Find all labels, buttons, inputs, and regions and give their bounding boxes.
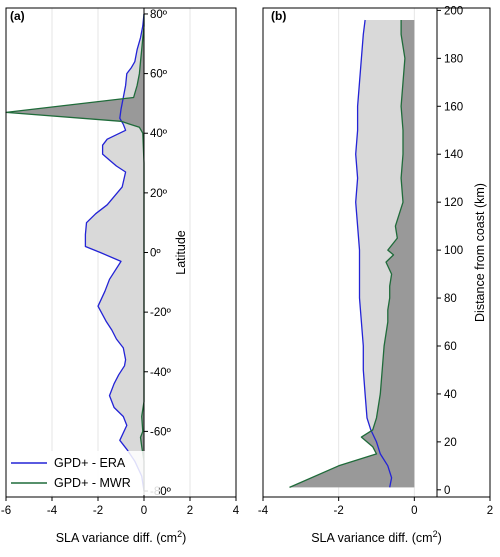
panel-a-x-ticks: -6 -4 -2 0 2 4 bbox=[1, 497, 240, 517]
panel-b-x-axis-label-main: SLA variance diff. (cm bbox=[311, 531, 432, 545]
panel-b-y-axis-label: Distance from coast (km) bbox=[473, 183, 487, 322]
y-tick-label: 40º bbox=[150, 128, 168, 140]
panel-b-frame bbox=[262, 7, 491, 498]
x-tick-label: 2 bbox=[187, 505, 193, 517]
x-tick-label: -2 bbox=[93, 505, 103, 517]
legend-background bbox=[9, 451, 159, 495]
panel-b-fills bbox=[289, 19, 415, 488]
y-tick-label: 80 bbox=[444, 293, 457, 305]
area-fill-gpd-era bbox=[85, 13, 144, 492]
panel-a-x-axis-label-sup: 2 bbox=[177, 529, 182, 539]
x-tick-label: 0 bbox=[141, 505, 147, 517]
x-tick-label: 2 bbox=[487, 505, 493, 517]
y-tick-label: 100 bbox=[444, 245, 463, 257]
area-fill-gpd-mwr bbox=[289, 19, 415, 488]
x-tick-label: -2 bbox=[334, 505, 344, 517]
legend-label-gpd-era: GPD+ - ERA bbox=[54, 456, 126, 470]
x-tick-label: -6 bbox=[1, 505, 11, 517]
panel-a: -6 -4 -2 0 2 4 -80º-60º-40º-20º0º20º40º60º80º… bbox=[1, 7, 240, 545]
panel-a-x-axis-label-main: SLA variance diff. (cm bbox=[56, 531, 177, 545]
panel-b-lines bbox=[289, 19, 406, 488]
y-tick-label: 160 bbox=[444, 101, 463, 113]
y-tick-label: 180 bbox=[444, 53, 463, 65]
y-tick-label: -60º bbox=[150, 426, 172, 438]
panel-b: -4 -2 0 2 0 20 40 60 80 100 120 140 160 180 200 (b) D… bbox=[258, 5, 493, 545]
x-tick-label: 0 bbox=[411, 505, 417, 517]
panel-b-x-axis-label-end: ) bbox=[438, 531, 442, 545]
legend-label-gpd-mwr: GPD+ - MWR bbox=[54, 476, 131, 490]
y-tick-label: 0 bbox=[444, 485, 450, 497]
y-tick-label: 60º bbox=[150, 69, 168, 81]
y-tick-label: 20 bbox=[444, 437, 457, 449]
panel-a-y-axis-label: Latitude bbox=[174, 230, 188, 275]
panel-a-fills bbox=[6, 13, 144, 492]
y-tick-label: -20º bbox=[150, 307, 172, 319]
y-tick-label: 40 bbox=[444, 389, 457, 401]
y-tick-label: 20º bbox=[150, 188, 168, 200]
y-tick-label: -40º bbox=[150, 367, 172, 379]
series-line-gpd-mwr bbox=[289, 20, 406, 488]
panel-b-x-axis-label: SLA variance diff. (cm2) bbox=[311, 529, 442, 545]
legend: GPD+ - ERA GPD+ - MWR bbox=[9, 451, 159, 495]
panel-b-x-axis-label-sup: 2 bbox=[433, 529, 438, 539]
series-line-gpd-era bbox=[84, 13, 145, 492]
panel-a-x-axis-label: SLA variance diff. (cm2) bbox=[56, 529, 187, 545]
series-line-gpd-era bbox=[355, 19, 393, 488]
y-tick-label: 0º bbox=[150, 248, 161, 260]
panel-b-label: (b) bbox=[271, 9, 286, 23]
x-tick-label: -4 bbox=[258, 505, 269, 517]
area-fill-gpd-mwr bbox=[6, 13, 144, 492]
panel-b-y-ticks: 0 20 40 60 80 100 120 140 160 180 200 bbox=[436, 5, 463, 497]
panel-a-x-axis-label-end: ) bbox=[182, 531, 186, 545]
y-tick-label: 200 bbox=[444, 5, 463, 17]
x-tick-label: 4 bbox=[233, 505, 240, 517]
y-tick-label: 60 bbox=[444, 341, 457, 353]
panel-b-x-ticks: -4 -2 0 2 bbox=[258, 497, 493, 517]
y-tick-label: 140 bbox=[444, 149, 463, 161]
panel-a-frame bbox=[5, 7, 237, 498]
y-tick-label: 80º bbox=[150, 9, 168, 21]
panel-a-label: (a) bbox=[10, 9, 25, 23]
y-tick-label: 120 bbox=[444, 197, 463, 209]
x-tick-label: -4 bbox=[47, 505, 58, 517]
